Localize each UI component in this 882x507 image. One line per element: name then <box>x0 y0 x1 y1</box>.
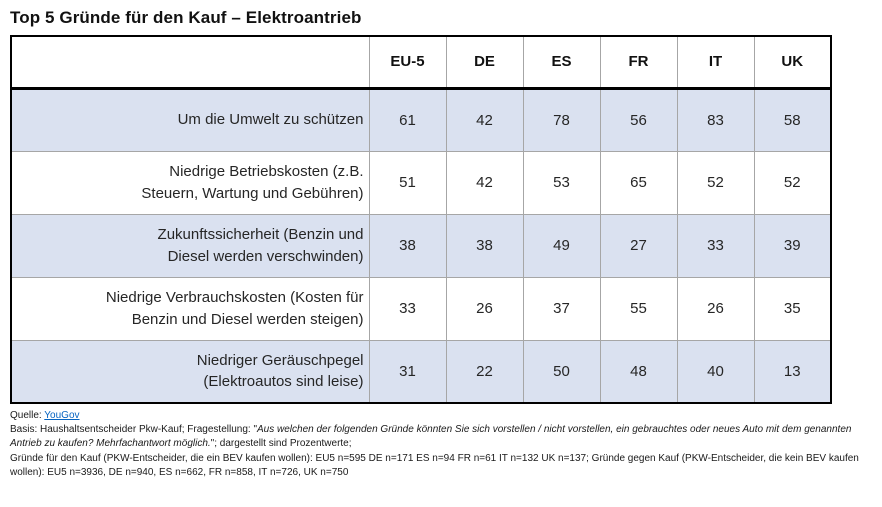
source-label: Quelle: <box>10 410 45 421</box>
column-header-de: DE <box>445 36 523 90</box>
value-cell: 39 <box>753 213 831 277</box>
value-cell: 49 <box>522 213 600 277</box>
value-cell: 26 <box>676 276 754 340</box>
value-cell: 83 <box>676 88 754 151</box>
table-row: Niedriger Geräuschpegel (Elektroautos si… <box>11 339 831 403</box>
value-cell: 53 <box>522 150 600 214</box>
table-row: Niedrige Verbrauchskosten (Kosten für Be… <box>11 276 831 340</box>
row-label: Niedrige Betriebskosten (z.B. Steuern, W… <box>11 150 369 214</box>
reasons-table: EU-5 DE ES FR IT UK Um die Umwelt zu sch… <box>10 35 832 404</box>
value-cell: 58 <box>753 88 831 151</box>
column-header-eu5: EU-5 <box>368 36 446 90</box>
column-header-fr: FR <box>599 36 677 90</box>
value-cell: 26 <box>445 276 523 340</box>
row-label: Niedriger Geräuschpegel (Elektroautos si… <box>11 339 369 403</box>
row-label: Zukunftssicherheit (Benzin und Diesel we… <box>11 213 369 277</box>
value-cell: 65 <box>599 150 677 214</box>
basis-prefix: Basis: Haushaltsentscheider Pkw-Kauf; Fr… <box>10 424 258 436</box>
value-cell: 35 <box>753 276 831 340</box>
table-row: Zukunftssicherheit (Benzin und Diesel we… <box>11 213 831 277</box>
value-cell: 42 <box>445 150 523 214</box>
value-cell: 61 <box>368 88 446 151</box>
value-cell: 78 <box>522 88 600 151</box>
value-cell: 48 <box>599 339 677 403</box>
header-row: EU-5 DE ES FR IT UK <box>11 36 831 90</box>
value-cell: 27 <box>599 213 677 277</box>
page-title: Top 5 Gründe für den Kauf – Elektroantri… <box>10 8 362 27</box>
samples-line: Gründe für den Kauf (PKW-Entscheider, di… <box>10 452 859 478</box>
value-cell: 55 <box>599 276 677 340</box>
question-text: Aus welchen der folgenden Gründe könnten… <box>10 424 852 450</box>
basis-line: Basis: Haushaltsentscheider Pkw-Kauf; Fr… <box>10 423 876 451</box>
value-cell: 37 <box>522 276 600 340</box>
value-cell: 42 <box>445 88 523 151</box>
value-cell: 52 <box>753 150 831 214</box>
corner-cell <box>11 36 369 90</box>
row-label: Niedrige Verbrauchskosten (Kosten für Be… <box>11 276 369 340</box>
source-line: Quelle: YouGov <box>10 409 876 423</box>
value-cell: 50 <box>522 339 600 403</box>
value-cell: 13 <box>753 339 831 403</box>
row-label: Um die Umwelt zu schützen <box>177 111 364 129</box>
table-header: EU-5 DE ES FR IT UK <box>11 36 831 90</box>
value-cell: 40 <box>676 339 754 403</box>
source-link[interactable]: YouGov <box>44 410 80 421</box>
value-cell: 33 <box>368 276 446 340</box>
table-body: Um die Umwelt zu schützen 61 42 78 56 83… <box>11 88 831 403</box>
value-cell: 38 <box>445 213 523 277</box>
column-header-es: ES <box>522 36 600 90</box>
table-row: Um die Umwelt zu schützen 61 42 78 56 83… <box>11 88 831 151</box>
value-cell: 51 <box>368 150 446 214</box>
basis-suffix: "; dargestellt sind Prozentwerte; <box>210 438 352 450</box>
footnotes: Quelle: YouGov Basis: Haushaltsentscheid… <box>10 409 876 480</box>
column-header-it: IT <box>676 36 754 90</box>
table-row: Niedrige Betriebskosten (z.B. Steuern, W… <box>11 150 831 214</box>
column-header-uk: UK <box>753 36 831 90</box>
value-cell: 38 <box>368 213 446 277</box>
value-cell: 31 <box>368 339 446 403</box>
value-cell: 56 <box>599 88 677 151</box>
value-cell: 52 <box>676 150 754 214</box>
value-cell: 22 <box>445 339 523 403</box>
value-cell: 33 <box>676 213 754 277</box>
